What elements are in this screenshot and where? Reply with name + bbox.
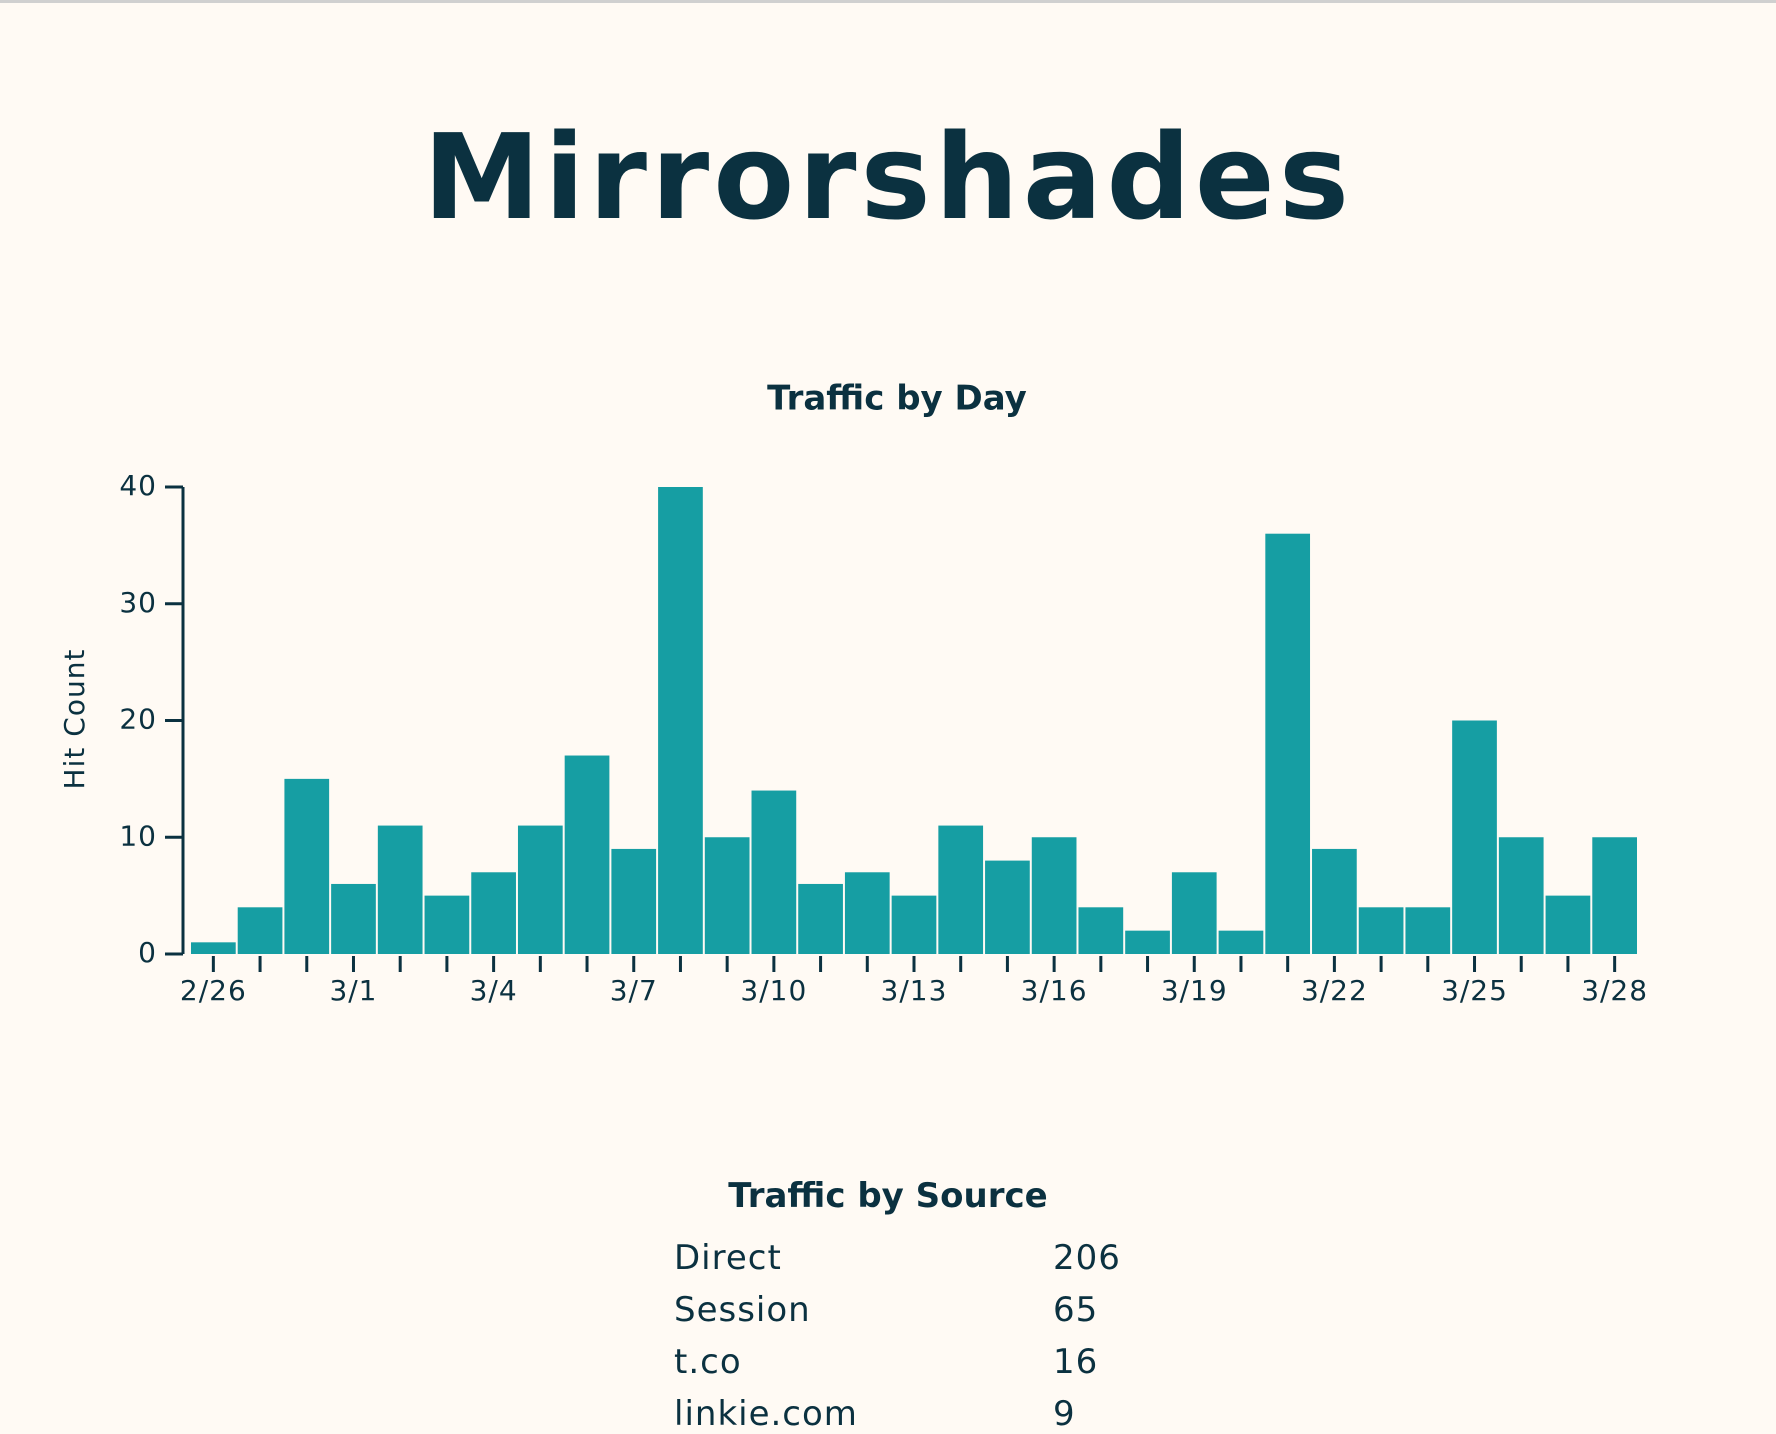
bar <box>751 790 797 954</box>
bar <box>424 895 470 954</box>
bar <box>237 907 283 954</box>
x-tick-label: 3/7 <box>610 974 658 1007</box>
x-tick-label: 3/22 <box>1301 974 1368 1007</box>
source-name: Session <box>674 1290 811 1330</box>
y-tick-label: 0 <box>138 936 157 969</box>
window-border <box>0 0 1776 3</box>
source-name: Direct <box>674 1238 782 1278</box>
site-title: Mirrorshades <box>422 108 1354 246</box>
source-name: t.co <box>674 1342 742 1382</box>
x-tick-label: 3/10 <box>740 974 807 1007</box>
bar <box>471 872 516 954</box>
source-count: 65 <box>1053 1290 1099 1330</box>
chart: Traffic by Day Hit Count 0 10 20 30 40 2/26 3/… <box>58 379 1648 1008</box>
x-tick-label: 3/1 <box>329 974 377 1007</box>
x-tick-label: 3/16 <box>1021 974 1088 1007</box>
y-tick-label: 30 <box>119 586 157 619</box>
y-tick-label: 40 <box>119 469 157 502</box>
bar <box>517 825 563 954</box>
x-tick-label: 3/25 <box>1441 974 1508 1007</box>
x-tick-label: 3/13 <box>881 974 948 1007</box>
bar <box>844 872 890 954</box>
bar <box>564 755 610 954</box>
table-title: Traffic by Source <box>728 1176 1048 1216</box>
bar <box>938 825 984 954</box>
source-count: 206 <box>1053 1238 1121 1278</box>
bar <box>1218 930 1264 954</box>
bar <box>985 860 1030 954</box>
bar <box>1452 720 1497 954</box>
bar <box>658 487 703 954</box>
bar <box>704 837 750 954</box>
x-tick-label: 3/19 <box>1161 974 1228 1007</box>
bar <box>191 942 236 954</box>
bar <box>1405 907 1451 954</box>
source-name: linkie.com <box>674 1394 858 1434</box>
x-tick-label: 3/4 <box>470 974 518 1007</box>
chart-title: Traffic by Day <box>767 379 1027 419</box>
bar <box>611 848 657 954</box>
bar <box>798 883 843 954</box>
bar <box>1171 872 1217 954</box>
bar <box>1078 907 1124 954</box>
y-tick-label: 10 <box>119 819 157 852</box>
bar <box>377 825 423 954</box>
bar <box>1312 848 1357 954</box>
source-count: 16 <box>1053 1342 1099 1382</box>
bar <box>1358 907 1404 954</box>
bar <box>1498 837 1544 954</box>
source-count: 9 <box>1053 1394 1076 1434</box>
x-tick-label: 3/28 <box>1581 974 1648 1007</box>
y-axis-label: Hit Count <box>58 649 91 790</box>
bar <box>284 778 330 954</box>
bar <box>1592 837 1637 954</box>
x-tick-label: 2/26 <box>180 974 247 1007</box>
bar <box>1125 930 1170 954</box>
y-tick-label: 20 <box>119 703 157 736</box>
bar <box>331 883 376 954</box>
bar <box>891 895 937 954</box>
bar <box>1265 533 1311 954</box>
bar <box>1031 837 1077 954</box>
bar <box>1545 895 1591 954</box>
